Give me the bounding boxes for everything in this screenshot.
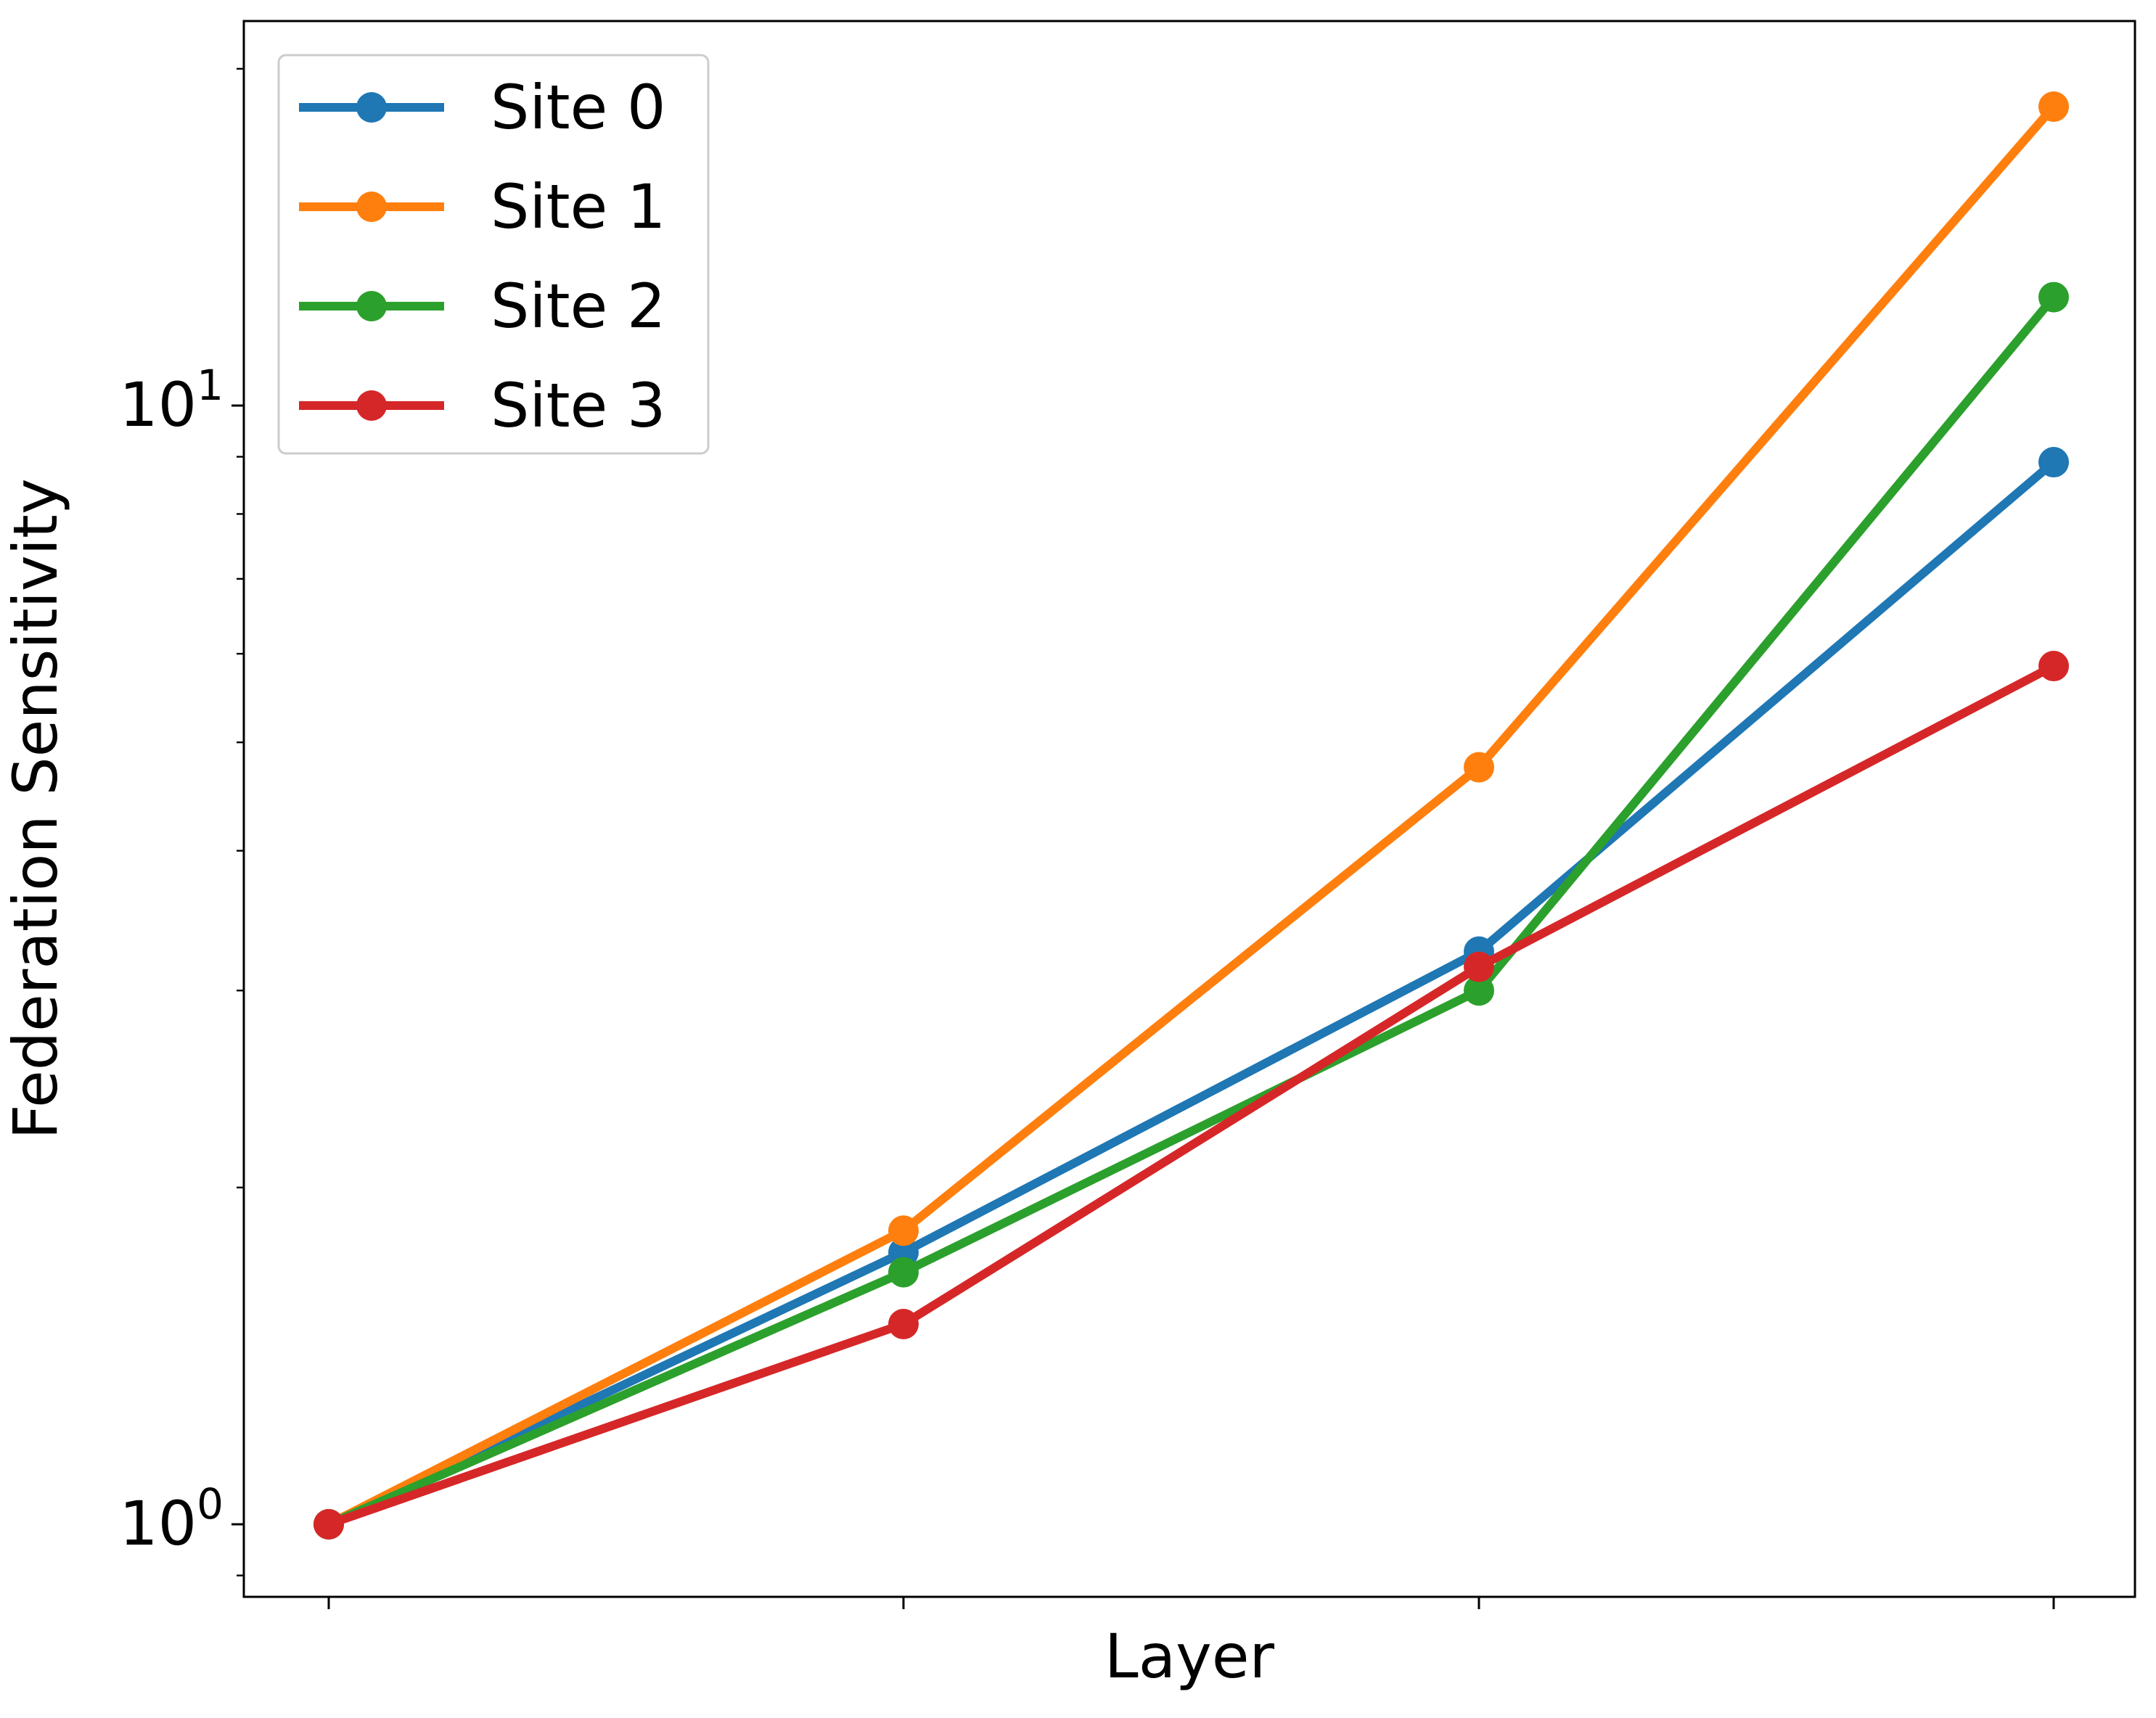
legend-label-site-3: Site 3 (491, 370, 665, 441)
y-tick-label: 100 (119, 1479, 224, 1559)
data-point-site-0 (2038, 447, 2069, 478)
plot-frame (242, 20, 2136, 1598)
data-point-site-1 (1464, 752, 1494, 783)
legend-marker-site-1 (356, 192, 387, 222)
data-point-site-2 (888, 1257, 919, 1288)
series-line-site-3 (327, 662, 2056, 1529)
data-point-site-3 (888, 1309, 919, 1340)
legend-label-site-1: Site 1 (491, 171, 665, 242)
legend-marker-site-0 (356, 92, 387, 123)
data-point-site-2 (2038, 281, 2069, 313)
data-point-site-2 (1464, 975, 1494, 1006)
y-tick-label: 101 (119, 361, 224, 440)
data-point-site-1 (888, 1215, 919, 1246)
data-point-site-3 (2038, 651, 2069, 682)
x-axis-label: Layer (1104, 1621, 1275, 1692)
series-line-site-1 (327, 104, 2057, 1529)
series-line-site-2 (327, 294, 2057, 1529)
data-point-site-1 (2038, 91, 2069, 123)
legend-label-site-0: Site 0 (491, 72, 665, 143)
legend-marker-site-3 (356, 390, 387, 421)
legend-marker-site-2 (356, 291, 387, 321)
data-point-site-3 (1464, 951, 1494, 982)
legend-label-site-2: Site 2 (491, 271, 665, 342)
y-axis-label: Federation Sensitivity (0, 478, 71, 1139)
series-line-site-0 (327, 459, 2057, 1529)
legend-box (277, 54, 710, 455)
data-point-site-3 (313, 1509, 344, 1540)
